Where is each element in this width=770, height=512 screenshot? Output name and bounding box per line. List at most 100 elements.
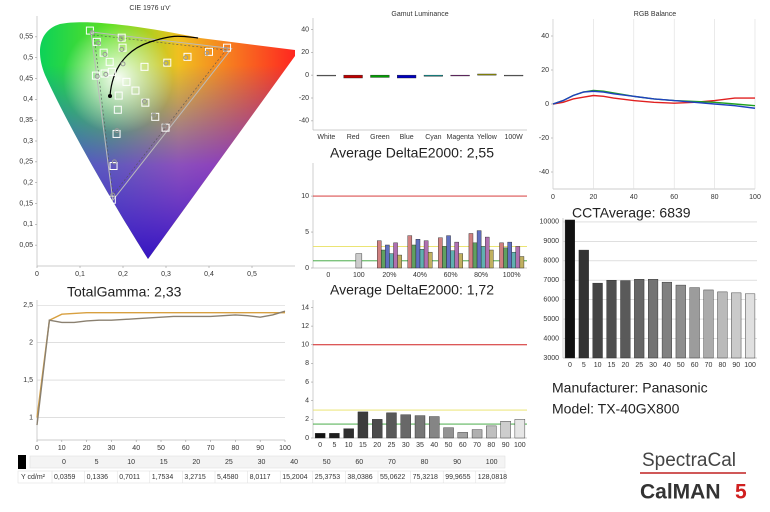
y-tick-label: 0,55 xyxy=(19,34,33,41)
x-tick-label: White xyxy=(317,134,335,141)
y-tick-label: 0,25 xyxy=(19,159,33,166)
table-cell: 3,2715 xyxy=(184,474,206,481)
y-tick-label: 20 xyxy=(541,67,549,74)
target-point xyxy=(107,195,116,204)
x-tick-label: 90 xyxy=(732,362,740,369)
bar xyxy=(717,291,728,359)
measured-point xyxy=(183,55,189,61)
measured-point xyxy=(89,30,95,36)
bar xyxy=(411,244,417,269)
target-point xyxy=(131,86,140,95)
table-header: 5 xyxy=(95,459,99,466)
table-cell: 0,0359 xyxy=(54,474,76,481)
y-tick-label: 4000 xyxy=(543,335,559,342)
bar xyxy=(503,247,508,269)
table-cell: 1,7534 xyxy=(152,474,174,481)
y-tick-label: 10000 xyxy=(540,219,560,226)
table-header: 100 xyxy=(486,459,498,466)
y-tick-label: 12 xyxy=(301,323,309,330)
measured-point xyxy=(118,36,124,42)
table-header: 80 xyxy=(421,459,429,466)
manufacturer: Manufacturer: Panasonic xyxy=(552,380,708,396)
measured-point xyxy=(114,128,120,134)
chart-title: Average DeltaE2000: 2,55 xyxy=(330,145,494,161)
bar xyxy=(423,74,443,77)
x-tick-label: Yellow xyxy=(477,134,498,141)
bar xyxy=(457,432,468,439)
x-tick-label: 25 xyxy=(388,442,396,449)
target-point xyxy=(112,129,121,138)
x-tick-label: 30 xyxy=(108,445,116,452)
bar xyxy=(450,250,455,269)
measured-point xyxy=(102,51,108,57)
logo-product: CalMAN xyxy=(640,481,721,504)
x-tick-label: 100 xyxy=(353,272,365,279)
x-tick-label: 40 xyxy=(630,194,638,201)
table-cell: 128,0818 xyxy=(478,474,507,481)
model: Model: TX-40GX800 xyxy=(552,401,680,417)
x-tick-label: 100 xyxy=(279,445,291,452)
table-cell: 25,3753 xyxy=(315,474,340,481)
x-tick-label: 90 xyxy=(256,445,264,452)
measured-point xyxy=(95,40,101,46)
bar xyxy=(423,240,429,269)
chart-title: TotalGamma: 2,33 xyxy=(67,284,182,300)
logo-version: 5 xyxy=(735,481,747,504)
bar xyxy=(370,74,390,78)
x-tick-label: 60% xyxy=(444,272,458,279)
chart-title: CCTAverage: 6839 xyxy=(572,205,691,221)
target-point xyxy=(105,57,114,66)
chart-title: Average DeltaE2000: 1,72 xyxy=(330,282,494,298)
x-tick-label: 5 xyxy=(582,362,586,369)
series-line xyxy=(36,312,285,418)
x-tick-label: 40 xyxy=(663,362,671,369)
bar xyxy=(407,235,413,269)
table-cell: 5,4580 xyxy=(217,474,239,481)
table-header: 90 xyxy=(453,459,461,466)
x-tick-label: 50 xyxy=(677,362,685,369)
bar xyxy=(480,246,486,269)
target-point xyxy=(113,105,122,114)
bar xyxy=(519,256,525,269)
y-tick-label: 5000 xyxy=(543,316,559,323)
bar xyxy=(427,251,433,269)
bar xyxy=(592,282,603,359)
bar xyxy=(377,240,382,269)
x-tick-label: 60 xyxy=(691,362,699,369)
bar xyxy=(458,253,464,269)
x-tick-label: Blue xyxy=(400,134,414,141)
x-tick-label: 0,2 xyxy=(118,271,128,278)
x-tick-label: 80 xyxy=(718,362,726,369)
bar xyxy=(485,236,490,269)
x-tick-label: 60 xyxy=(670,194,678,201)
bar xyxy=(381,249,386,269)
x-tick-label: 80 xyxy=(487,442,495,449)
bar xyxy=(450,74,470,77)
x-tick-label: 30 xyxy=(649,362,657,369)
target-gamut xyxy=(90,31,233,202)
y-tick-label: 0,35 xyxy=(19,117,33,124)
measured-point xyxy=(94,73,100,79)
x-tick-label: 20 xyxy=(621,362,629,369)
bar xyxy=(372,419,383,439)
y-tick-label: 8 xyxy=(305,360,309,367)
x-tick-label: Cyan xyxy=(425,134,441,141)
y-tick-label: 0 xyxy=(305,72,309,79)
x-tick-label: 80 xyxy=(232,445,240,452)
x-tick-label: 10 xyxy=(58,445,66,452)
bar xyxy=(329,433,340,439)
y-tick-label: 2,5 xyxy=(23,302,33,309)
bar xyxy=(511,251,516,269)
y-tick-label: 40 xyxy=(541,33,549,40)
x-tick-label: Red xyxy=(347,134,360,141)
bar xyxy=(386,412,397,439)
measured-point xyxy=(204,50,210,56)
table-header-bg xyxy=(29,455,506,469)
y-tick-label: 6000 xyxy=(543,297,559,304)
bar xyxy=(634,279,645,359)
bar xyxy=(489,249,494,269)
table-cell: 38,0386 xyxy=(347,474,372,481)
bar xyxy=(400,414,411,439)
bar xyxy=(486,425,497,439)
